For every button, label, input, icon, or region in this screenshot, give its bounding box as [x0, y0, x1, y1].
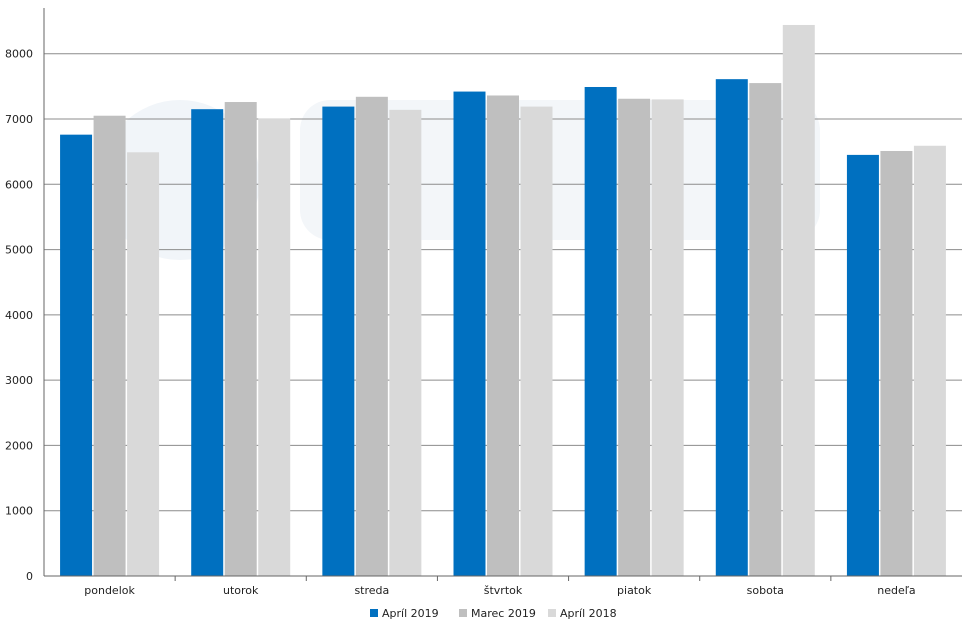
bar	[93, 115, 126, 577]
x-tick-label: utorok	[223, 584, 259, 597]
bar	[322, 106, 355, 576]
bar	[258, 118, 291, 576]
bar	[749, 83, 782, 577]
y-tick-label: 1000	[5, 505, 33, 518]
y-tick-label: 5000	[5, 244, 33, 257]
y-tick-label: 8000	[5, 48, 33, 61]
bar	[487, 95, 519, 577]
y-tick-label: 6000	[5, 178, 33, 191]
bar	[127, 152, 160, 576]
bar	[913, 145, 946, 576]
bar	[389, 109, 422, 577]
x-tick-label: streda	[354, 584, 389, 597]
bar	[846, 154, 879, 576]
y-tick-label: 7000	[5, 113, 33, 126]
watermark-shape	[300, 100, 820, 240]
legend-swatch	[548, 609, 556, 617]
bars	[60, 24, 946, 577]
bar	[453, 91, 486, 577]
y-tick-label: 3000	[5, 374, 33, 387]
bar	[584, 86, 617, 576]
bar	[191, 109, 224, 576]
bar	[651, 99, 684, 577]
legend: Apríl 2019 Marec 2019 Apríl 2018	[370, 607, 617, 620]
legend-label: Apríl 2018	[560, 607, 617, 620]
x-tick-label: štvrtok	[484, 584, 523, 597]
legend-swatch	[459, 609, 467, 617]
x-tick-label: pondelok	[84, 584, 135, 597]
bar	[618, 98, 651, 577]
legend-swatch	[370, 609, 378, 617]
x-tick-label: piatok	[617, 584, 652, 597]
y-tick-label: 4000	[5, 309, 33, 322]
bar	[520, 106, 553, 576]
bar	[715, 79, 748, 577]
y-tick-label: 0	[26, 570, 33, 583]
bar	[880, 150, 913, 576]
bar	[355, 96, 388, 576]
axes: 0 1000 2000 3000 4000 5000 6000 7000 8000 pondelo…	[5, 8, 962, 597]
legend-label: Apríl 2019	[382, 607, 439, 620]
legend-label: Marec 2019	[471, 607, 536, 620]
y-tick-label: 2000	[5, 439, 33, 452]
bar	[60, 134, 93, 576]
x-tick-label: nedeľa	[877, 584, 915, 597]
bar	[224, 102, 257, 576]
bar	[782, 24, 815, 576]
x-tick-label: sobota	[747, 584, 784, 597]
